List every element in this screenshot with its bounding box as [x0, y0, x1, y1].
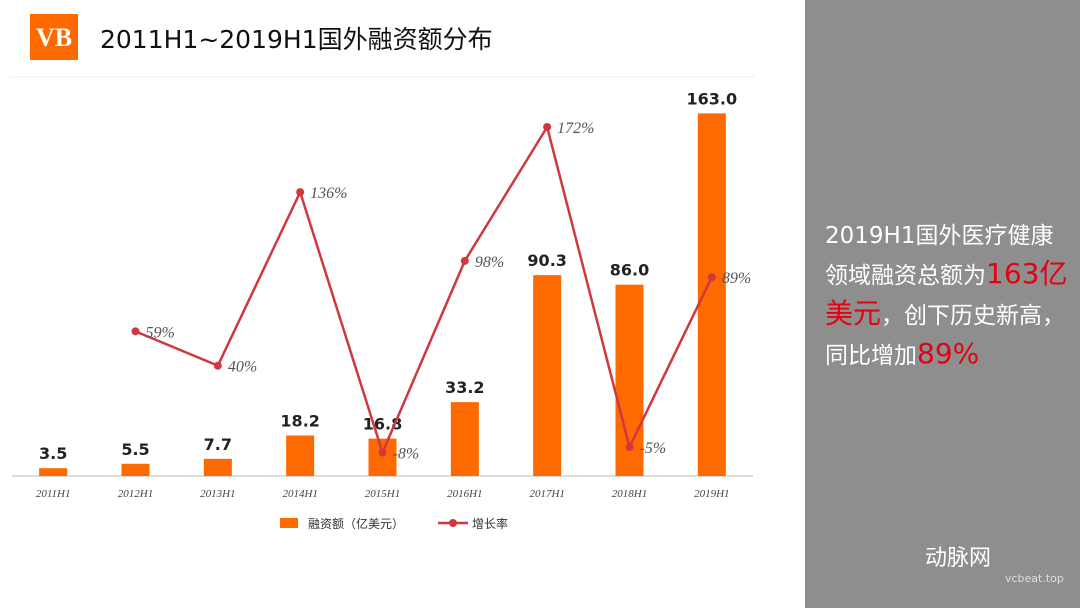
growth-point	[378, 448, 387, 457]
x-tick-label: 2017H1	[529, 488, 564, 500]
bar	[533, 275, 562, 476]
x-tick-label: 2018H1	[612, 488, 647, 500]
bar	[368, 438, 397, 476]
watermark-url: vcbeat.top	[1005, 572, 1064, 585]
x-tick-label: 2014H1	[282, 488, 317, 500]
growth-label: 172%	[557, 120, 594, 137]
x-tick-label: 2015H1	[365, 488, 400, 500]
logo-box	[30, 14, 78, 60]
chart: VB 2011H1~2019H1国外融资额分布 2011H1 2012H1 2013…	[10, 14, 755, 531]
growth-point	[625, 443, 634, 452]
growth-label: -5%	[640, 440, 667, 457]
x-tick-label: 2016H1	[447, 488, 482, 500]
legend-dot	[449, 519, 458, 527]
growth-point	[460, 256, 469, 265]
bar	[121, 463, 150, 476]
logo: VB	[36, 23, 72, 52]
x-tick-label: 2012H1	[118, 488, 153, 500]
highlight-text: 163亿美元	[825, 257, 1068, 330]
bar-label: 18.2	[280, 412, 319, 431]
side-text: 2019H1国外医疗健康领域融资总额为163亿美元，创下历史新高，同比增加89%	[825, 218, 1070, 375]
growth-label: 98%	[475, 254, 504, 271]
legend-label: 增长率	[472, 516, 508, 531]
growth-label: 136%	[310, 185, 347, 202]
x-tick-label: 2013H1	[200, 488, 235, 500]
bar	[39, 468, 68, 476]
bar-label: 3.5	[39, 444, 67, 463]
growth-point	[543, 123, 552, 132]
growth-label: -8%	[393, 445, 420, 462]
bar-label: 163.0	[687, 89, 738, 108]
panel-text: 2019H1国外医疗健康领域融资总额为	[825, 223, 1054, 289]
bar-label: 33.2	[445, 378, 484, 397]
legend-label: 融资额（亿美元）	[308, 516, 404, 531]
growth-label: 59%	[146, 324, 175, 341]
side-panel: 2019H1国外医疗健康领域融资总额为163亿美元，创下历史新高，同比增加89%…	[805, 0, 1080, 608]
panel-text: ，创下历史新高，同比增加	[825, 303, 1066, 369]
x-tick-label: 2011H1	[36, 488, 71, 500]
growth-point	[213, 361, 222, 370]
x-tick-label: 2019H1	[694, 488, 729, 500]
watermark: 动脉网	[925, 546, 992, 571]
bar	[203, 458, 232, 476]
growth-point	[131, 327, 140, 336]
bar-label: 5.5	[121, 440, 149, 459]
bar	[286, 435, 315, 476]
legend-swatch	[280, 518, 298, 528]
bar-label: 7.7	[204, 435, 232, 454]
bar	[450, 402, 479, 476]
growth-line	[135, 123, 713, 457]
chart-title: 2011H1~2019H1国外融资额分布	[100, 25, 493, 54]
growth-point	[296, 188, 305, 197]
growth-label: 40%	[228, 359, 257, 376]
bar-label: 86.0	[610, 261, 649, 280]
bar-label: 90.3	[527, 251, 566, 270]
highlight-text: 89%	[917, 337, 980, 370]
growth-label: 89%	[722, 270, 751, 287]
growth-point	[707, 273, 716, 282]
